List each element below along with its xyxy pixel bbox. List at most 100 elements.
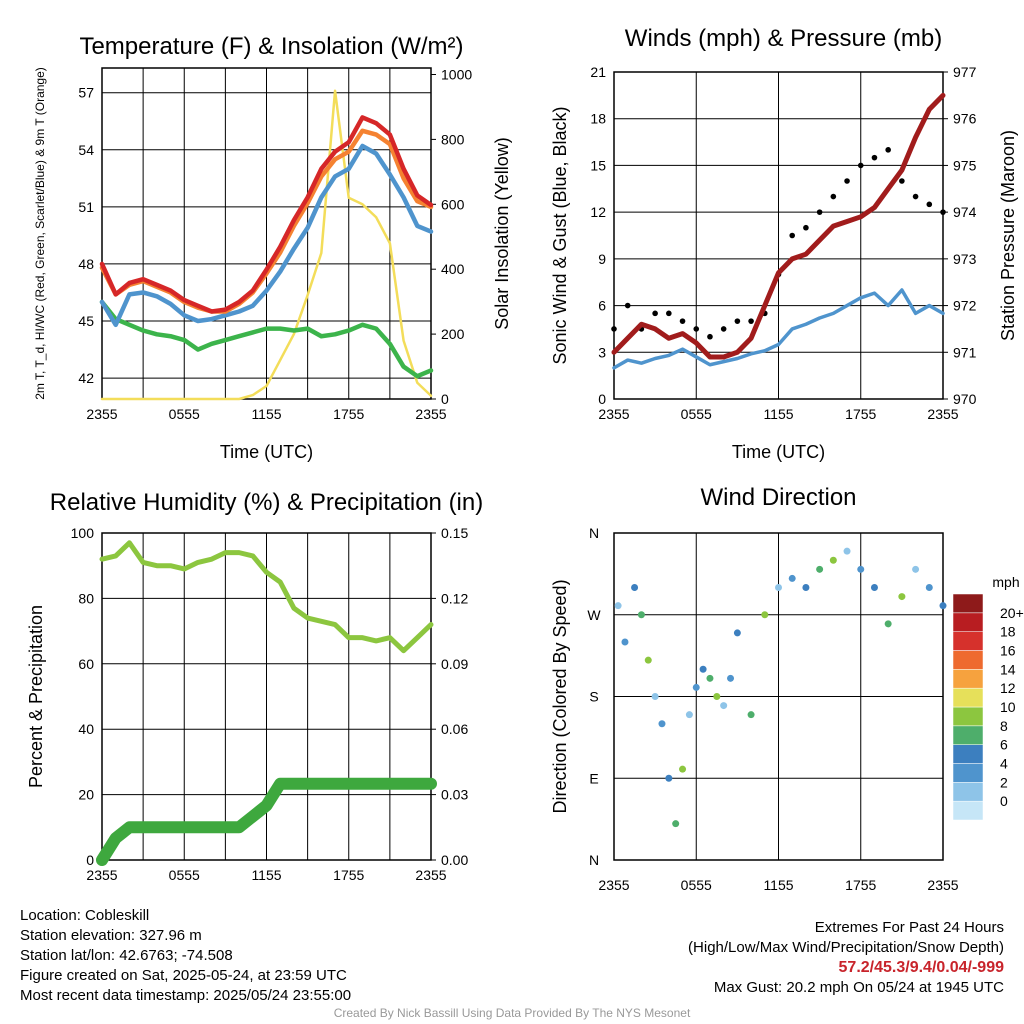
colorbar-label: 20+ <box>1000 605 1024 621</box>
direction-point <box>658 720 666 728</box>
direction-point <box>720 702 728 710</box>
y2-axis-label: Station Pressure (Maroon) <box>998 130 1018 341</box>
chart-title: Temperature (F) & Insolation (W/m²) <box>79 33 463 60</box>
gust-point <box>940 209 946 215</box>
location-text: Location: Cobleskill <box>20 907 150 924</box>
y-tick-label: 80 <box>78 590 94 606</box>
x-tick-label: 2355 <box>86 867 117 883</box>
y-tick-label: 0 <box>598 391 606 407</box>
colorbar-swatch <box>952 593 984 614</box>
series-line-precipitation <box>96 777 437 866</box>
direction-point <box>857 565 865 573</box>
direction-point <box>870 584 878 591</box>
series-line-2m-t <box>99 115 434 314</box>
y2-tick-label: 975 <box>953 157 977 173</box>
colorbar-label: 12 <box>1000 680 1016 696</box>
direction-point <box>665 774 673 782</box>
y-tick-label: E <box>589 770 598 786</box>
colorbar-swatch <box>952 687 984 708</box>
direction-point <box>685 711 693 719</box>
direction-point <box>884 620 892 628</box>
y-axis-label: Percent & Precipitation <box>26 605 46 788</box>
y-axis-label: Sonic Wind & Gust (Blue, Black) <box>550 106 570 364</box>
series-line-pressure <box>611 92 946 360</box>
colorbar-label: 4 <box>1000 756 1008 772</box>
direction-point <box>843 547 851 555</box>
y-tick-label: 20 <box>78 787 94 803</box>
plot-frame <box>101 532 432 861</box>
y-axis-label: 2m T, T_d, HI/WC (Red, Green, Scarlet/Bl… <box>33 67 47 400</box>
y2-tick-label: 0.00 <box>441 852 468 868</box>
chart-title: Winds (mph) & Pressure (mb) <box>625 25 942 52</box>
gust-point <box>652 310 658 317</box>
colorbar-swatch <box>952 763 984 783</box>
x-tick-label: 2355 <box>927 877 958 893</box>
y2-axis-label: Solar Insolation (Yellow) <box>492 137 512 329</box>
direction-point <box>802 584 810 591</box>
direction-point <box>614 602 622 610</box>
gust-point <box>789 232 796 239</box>
x-tick-label: 0555 <box>169 406 200 422</box>
recent-text: Most recent data timestamp: 2025/05/24 2… <box>20 987 352 1004</box>
gust-point <box>830 193 837 200</box>
y-axis-label: Direction (Colored By Speed) <box>550 579 570 813</box>
colorbar-label: 6 <box>1000 737 1008 753</box>
direction-point <box>699 665 707 673</box>
x-tick-label: 1155 <box>763 877 793 893</box>
y2-tick-label: 972 <box>953 298 977 314</box>
extremes-values: 57.2/45.3/9.4/0.04/-999 <box>838 959 1004 976</box>
direction-point <box>727 674 735 682</box>
gust-point <box>857 162 864 169</box>
extremes-subtitle: (High/Low/Max Wind/Precipitation/Snow De… <box>688 939 1004 956</box>
chart-title: Wind Direction <box>700 484 856 511</box>
y2-tick-label: 977 <box>953 64 977 80</box>
direction-point <box>747 711 755 719</box>
y2-tick-label: 0.09 <box>441 656 468 672</box>
x-tick-label: 2355 <box>927 406 958 422</box>
direction-point <box>912 565 920 573</box>
direction-point <box>713 693 721 700</box>
y-tick-label: 48 <box>78 256 94 272</box>
colorbar-label: 10 <box>1000 699 1016 715</box>
series-line-solar <box>100 89 433 401</box>
x-tick-label: 0555 <box>681 406 712 422</box>
x-tick-label: 1755 <box>333 867 364 883</box>
gust-point <box>624 302 631 309</box>
y2-tick-label: 0 <box>441 391 449 407</box>
x-tick-label: 1155 <box>251 406 281 422</box>
x-tick-label: 1755 <box>845 877 876 893</box>
chart-title: Relative Humidity (%) & Precipitation (i… <box>50 489 483 516</box>
y2-tick-label: 0.03 <box>441 787 468 803</box>
created-text: Figure created on Sat, 2025-05-24, at 23… <box>20 967 347 984</box>
y2-tick-label: 600 <box>441 196 465 212</box>
series-line-rh <box>99 540 434 654</box>
direction-point <box>775 584 782 591</box>
colorbar-label: 8 <box>1000 718 1008 734</box>
credit-text: Created By Nick Bassill Using Data Provi… <box>333 1006 691 1020</box>
y2-tick-label: 976 <box>953 111 977 127</box>
gust-point <box>816 209 823 215</box>
series-line-hi-wc <box>99 143 434 328</box>
y2-tick-label: 0.15 <box>441 525 468 541</box>
colorbar-swatch <box>952 669 984 689</box>
y-tick-label: 15 <box>590 157 606 173</box>
direction-point <box>651 693 659 700</box>
colorbar-swatch <box>952 782 984 802</box>
colorbar-swatch <box>952 744 984 764</box>
direction-point <box>925 584 933 591</box>
series-line-wind <box>612 288 945 370</box>
y-tick-label: W <box>587 607 601 623</box>
direction-point <box>621 638 629 646</box>
y-tick-label: 100 <box>71 525 95 541</box>
y-tick-label: 51 <box>78 199 94 215</box>
x-tick-label: 1755 <box>333 406 364 422</box>
direction-point <box>788 574 796 582</box>
station-info: Location: Cobleskill Station elevation: … <box>20 906 351 1006</box>
series-line-t-d <box>99 299 434 379</box>
gust-point <box>748 318 754 324</box>
colorbar-label: 0 <box>1000 793 1008 809</box>
y-tick-label: 45 <box>78 313 94 329</box>
extremes-info: Extremes For Past 24 Hours (High/Low/Max… <box>688 918 1004 998</box>
y-tick-label: 54 <box>78 142 94 158</box>
direction-point <box>637 611 645 619</box>
